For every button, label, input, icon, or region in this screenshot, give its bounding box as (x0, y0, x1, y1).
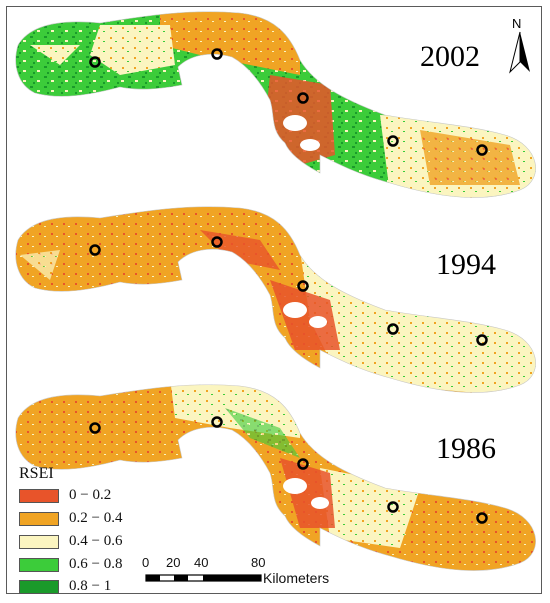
site-marker (211, 48, 223, 60)
legend-item: 0.4 − 0.6 (19, 533, 122, 550)
site-marker (297, 280, 309, 292)
legend-item: 0 − 0.2 (19, 487, 111, 504)
scale-tick-label: 0 (142, 555, 150, 570)
legend-item: 0.8 − 1 (19, 578, 111, 595)
site-marker (297, 458, 309, 470)
north-label: N (512, 16, 522, 31)
legend-swatch (19, 557, 59, 572)
site-marker (387, 135, 399, 147)
site-marker (89, 422, 101, 434)
map-panel-2002 (15, 11, 537, 199)
scale-tick-label: 40 (194, 555, 209, 570)
legend-item: 0.6 − 0.8 (19, 556, 122, 573)
site-marker (476, 144, 488, 156)
legend-label: 0.8 − 1 (69, 578, 112, 594)
year-label-1994: 1994 (436, 248, 496, 281)
legend-label: 0 − 0.2 (69, 487, 112, 503)
legend-swatch (19, 534, 59, 549)
legend-label: 0.4 − 0.6 (69, 533, 123, 549)
scale-tick-label: 20 (166, 555, 181, 570)
site-marker (387, 323, 399, 335)
legend-label: 0.2 − 0.4 (69, 510, 123, 526)
site-marker (211, 236, 223, 248)
scale-bar (145, 574, 262, 582)
legend-swatch (19, 579, 59, 594)
scale-unit: Kilometers (263, 570, 330, 586)
scale-tick-label: 80 (251, 555, 266, 570)
site-marker (387, 501, 399, 513)
year-label-2002: 2002 (420, 40, 480, 73)
site-marker (476, 512, 488, 524)
legend-item: 0.2 − 0.4 (19, 510, 122, 527)
legend-title: RSEI (19, 465, 54, 482)
site-marker (476, 334, 488, 346)
site-marker (211, 416, 223, 428)
legend-swatch (19, 488, 59, 503)
legend-swatch (19, 511, 59, 526)
site-marker (89, 56, 101, 68)
site-marker (89, 244, 101, 256)
map-panel-1994 (15, 206, 537, 394)
legend-label: 0.6 − 0.8 (69, 556, 123, 572)
year-label-1986: 1986 (436, 432, 496, 465)
north-arrow-icon (509, 31, 530, 74)
site-marker (297, 92, 309, 104)
